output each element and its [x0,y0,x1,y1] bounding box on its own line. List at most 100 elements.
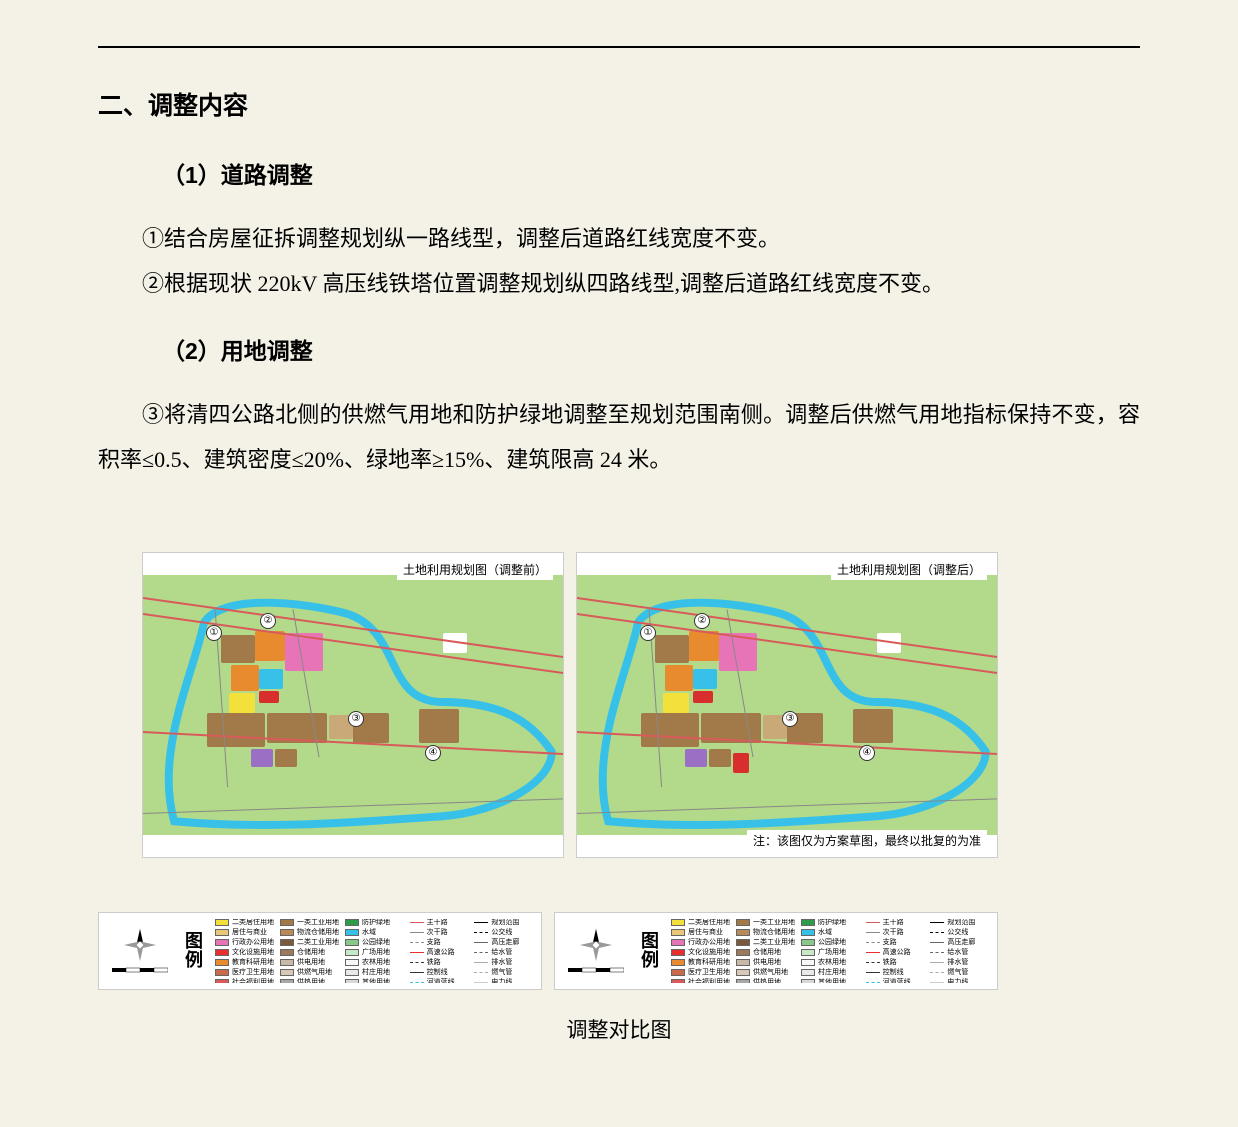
legend-item: 社会福利用地 [671,979,730,983]
legend-text: 支路 [883,939,897,946]
legend-line-symbol [474,929,488,936]
legend-item: 给水管 [474,949,533,956]
legend-text: 文化设施用地 [232,949,274,956]
legend-item: 控制线 [866,969,925,976]
legend-swatch [280,929,294,936]
legend-text: 社会福利用地 [688,979,730,983]
legend-item: 高速公路 [410,949,469,956]
legend-text: 供电用地 [297,959,325,966]
legend-column: 一类工业用地物流仓储用地二类工业用地仓储用地供电用地供燃气用地供热用地 [736,919,795,983]
legend-swatch [215,919,229,926]
legend-text: 村庄用地 [362,969,390,976]
legend-column: 规划范围公交线高压走廊给水管排水管燃气管电力线 [930,919,989,983]
legend-item: 居住与商业 [215,929,274,936]
legend-item: 支路 [866,939,925,946]
legend-text: 高压走廊 [491,939,519,946]
legend-swatch [671,949,685,956]
legend-text: 铁路 [883,959,897,966]
legend-line-symbol [930,949,944,956]
legend-item: 物流仓储用地 [736,929,795,936]
legend-item: 农林用地 [801,959,860,966]
legend-item: 供热用地 [736,979,795,983]
legend-text: 主干路 [427,919,448,926]
legend-item: 二类工业用地 [736,939,795,946]
legend-before: 图例二类居住用地居住与商业行政办公用地文化设施用地教育科研用地医疗卫生用地社会福… [98,912,542,990]
legend-swatch [345,979,359,983]
legend-swatch [671,979,685,983]
legend-text: 高速公路 [427,949,455,956]
legend-item: 行政办公用地 [215,939,274,946]
legend-column: 防护绿地水域公园绿地广场用地农林用地村庄用地其他用地 [801,919,860,983]
legend-item: 高压走廊 [930,939,989,946]
legend-text: 控制线 [883,969,904,976]
legend-item: 医疗卫生用地 [215,969,274,976]
legend-swatch [736,929,750,936]
legend-line-symbol [410,919,424,926]
legend-swatch [345,969,359,976]
legend-line-symbol [930,929,944,936]
legend-line-symbol [410,979,424,983]
legend-text: 燃气管 [947,969,968,976]
legend-swatch [801,959,815,966]
legend-swatch [280,969,294,976]
legend-line-symbol [866,959,880,966]
legend-line-symbol [474,939,488,946]
map-title: 土地利用规划图（调整前） [397,559,553,580]
legend-swatch [736,949,750,956]
legend-text: 公园绿地 [818,939,846,946]
legend-line-symbol [410,969,424,976]
legend-text: 公交线 [947,929,968,936]
legend-text: 二类工业用地 [753,939,795,946]
legend-swatch [671,969,685,976]
legend-line-symbol [474,969,488,976]
legend-item: 高压走廊 [474,939,533,946]
land-parcel [251,749,273,767]
legend-column: 一类工业用地物流仓储用地二类工业用地仓储用地供电用地供燃气用地供热用地 [280,919,339,983]
legend-line-symbol [474,919,488,926]
legend-swatch [736,919,750,926]
land-parcel [207,713,265,747]
land-parcel [221,635,255,663]
legend-text: 社会福利用地 [232,979,274,983]
legend-text: 高速公路 [883,949,911,956]
legend-text: 物流仓储用地 [753,929,795,936]
legend-line-symbol [930,939,944,946]
land-parcel [663,693,689,713]
legend-swatch [280,919,294,926]
legend-text: 控制线 [427,969,448,976]
legend-line-symbol [866,949,880,956]
legend-column: 防护绿地水域公园绿地广场用地农林用地村庄用地其他用地 [345,919,404,983]
legend-text: 供热用地 [753,979,781,983]
legend-column: 二类居住用地居住与商业行政办公用地文化设施用地教育科研用地医疗卫生用地社会福利用… [215,919,274,983]
legend-item: 电力线 [930,979,989,983]
legend-text: 教育科研用地 [232,959,274,966]
legend-swatch [801,929,815,936]
legend-item: 支路 [410,939,469,946]
legend-columns: 二类居住用地居住与商业行政办公用地文化设施用地教育科研用地医疗卫生用地社会福利用… [671,919,989,983]
land-parcel [665,665,693,691]
legend-column: 二类居住用地居住与商业行政办公用地文化设施用地教育科研用地医疗卫生用地社会福利用… [671,919,730,983]
legend-swatch [801,979,815,983]
land-parcel [259,669,283,689]
legend-swatch [215,939,229,946]
legend-item: 防护绿地 [801,919,860,926]
compass-icon [122,927,158,963]
legend-item: 教育科研用地 [671,959,730,966]
legend-text: 供电用地 [753,959,781,966]
legend-line-symbol [866,919,880,926]
legend-text: 次干路 [883,929,904,936]
legend-swatch [345,959,359,966]
legend-item: 防护绿地 [345,919,404,926]
legend-text: 供燃气用地 [753,969,788,976]
legend-text: 一类工业用地 [753,919,795,926]
legend-column: 主干路次干路支路高速公路铁路控制线河道蓝线 [866,919,925,983]
legend-swatch [736,979,750,983]
legend-text: 农林用地 [818,959,846,966]
legend-swatch [736,939,750,946]
legend-item: 仓储用地 [736,949,795,956]
legend-swatch [736,959,750,966]
legend-text: 支路 [427,939,441,946]
legend-item: 河道蓝线 [410,979,469,983]
legend-swatch [215,969,229,976]
legend-swatch [736,969,750,976]
